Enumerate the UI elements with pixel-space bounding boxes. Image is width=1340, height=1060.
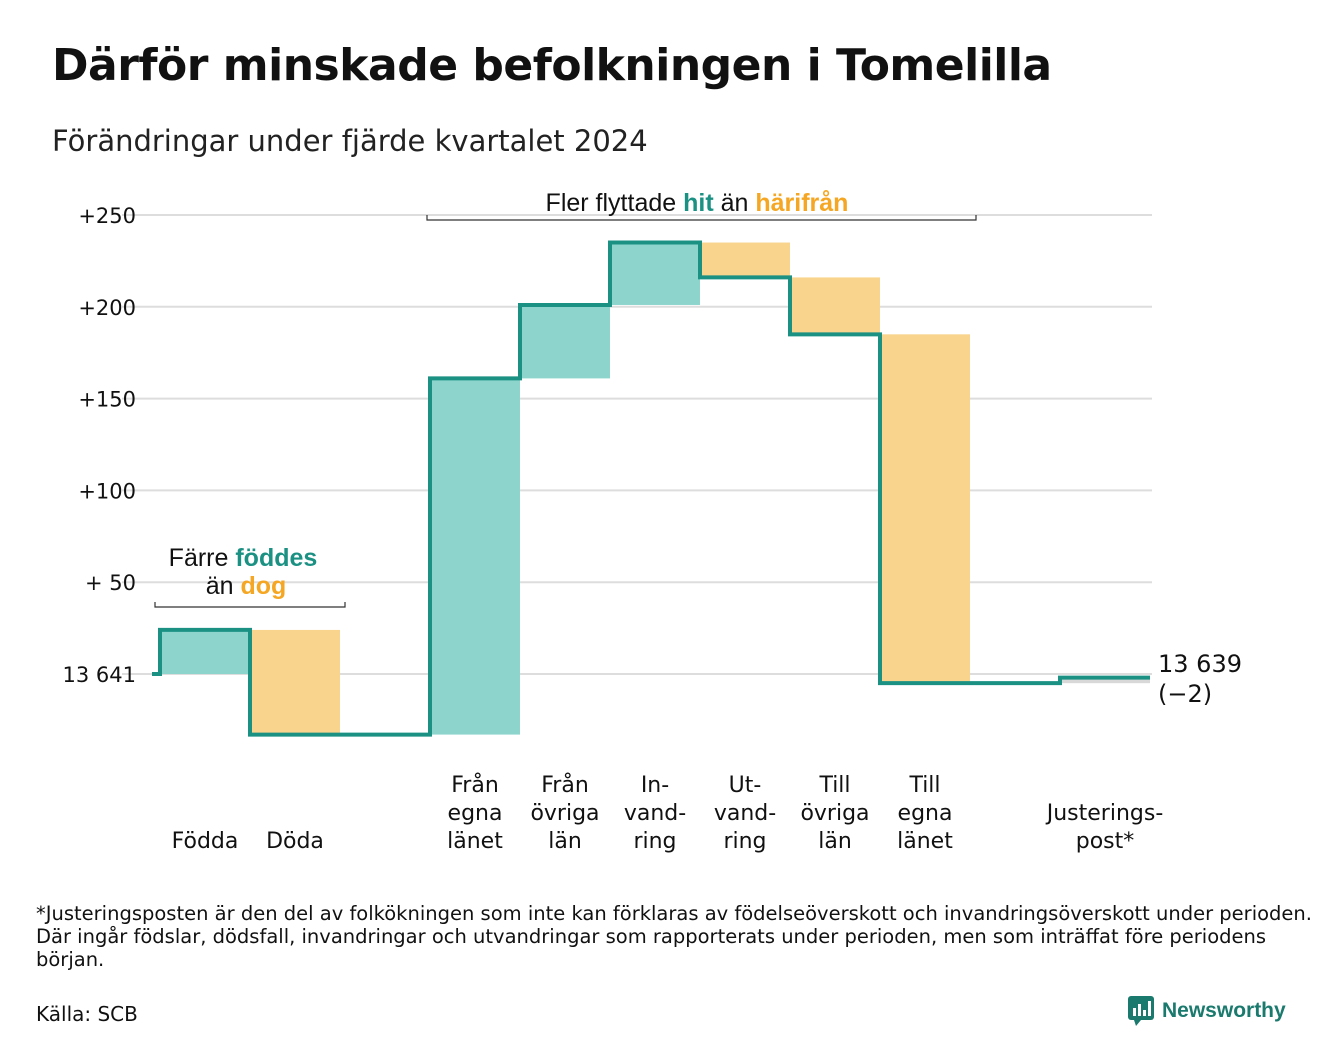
category-label: Från — [541, 772, 589, 798]
category-label: län — [548, 829, 582, 854]
category-label: vand- — [714, 801, 776, 826]
annotation-highlight-orange: härifrån — [755, 189, 848, 217]
brand-name: Newsworthy — [1162, 999, 1286, 1022]
category-label: Döda — [266, 829, 324, 854]
population-step-line — [152, 240, 1150, 737]
y-tick-label: +150 — [78, 388, 136, 412]
bar-in — [430, 378, 520, 735]
category-label: egna — [898, 801, 953, 826]
moves-bracket — [426, 215, 977, 221]
end-value-label: (−2) — [1158, 680, 1212, 708]
category-label: Till — [818, 773, 850, 798]
category-label: Från — [451, 772, 499, 798]
annotation-highlight-orange: dog — [240, 572, 286, 600]
source-credit: Källa: SCB — [36, 1002, 138, 1026]
y-tick-label: +200 — [78, 296, 136, 320]
category-label: ring — [633, 829, 676, 854]
category-label: ring — [723, 829, 766, 854]
category-label: egna — [448, 801, 503, 826]
chart-subtitle: Förändringar under fjärde kvartalet 2024 — [52, 124, 648, 158]
waterfall-chart: +250 +200 +150 +100 + 50 13 641 Födda Döda Från… — [63, 189, 1242, 854]
bar-in — [160, 629, 250, 674]
y-tick-label: + 50 — [85, 571, 136, 595]
bar-adjust — [1060, 677, 1150, 684]
y-tick-label: +100 — [78, 479, 136, 503]
moves-annotation: Fler flyttade hit än härifrån — [546, 189, 849, 217]
annotation-highlight-teal: föddes — [235, 544, 317, 572]
annotation-text: än — [206, 572, 241, 600]
category-label: Justerings- — [1045, 801, 1164, 826]
end-value-label: 13 639 — [1158, 650, 1242, 678]
category-label: Ut- — [729, 773, 762, 798]
category-label: Födda — [172, 829, 239, 854]
footnote: *Justeringsposten är den del av folkökni… — [36, 902, 1312, 971]
category-label: länet — [447, 829, 503, 854]
births-bracket — [154, 602, 346, 608]
category-label: Till — [908, 773, 940, 798]
category-label: län — [818, 829, 852, 854]
category-label: länet — [897, 829, 953, 854]
bar-in — [610, 242, 700, 305]
annotation-highlight-teal: hit — [683, 189, 714, 217]
category-label: övriga — [530, 801, 599, 826]
step-line — [152, 240, 1150, 737]
bars — [160, 242, 1150, 735]
category-label: In- — [641, 773, 669, 798]
annotation-text: Färre — [169, 544, 236, 572]
bar-out — [880, 334, 970, 684]
x-axis-labels: Födda Döda Från egna länet Från övriga län In-va… — [172, 772, 1164, 854]
births-annotation-line2: än dog — [206, 572, 287, 600]
y-tick-label: +250 — [78, 204, 136, 228]
brand-logo: Newsworthy — [1128, 996, 1286, 1026]
annotation-text: än — [714, 189, 756, 217]
bar-out — [250, 629, 340, 735]
bar-chart-speech-icon — [1128, 996, 1154, 1026]
bar-in — [520, 304, 610, 379]
chart-title: Därför minskade befolkningen i Tomelilla — [52, 40, 1052, 91]
bar-out — [790, 277, 880, 335]
category-label: post* — [1076, 829, 1135, 854]
bar-out — [700, 242, 790, 278]
y-axis-ticks: +250 +200 +150 +100 + 50 13 641 — [63, 204, 136, 687]
category-label: övriga — [800, 801, 869, 826]
y-tick-label: 13 641 — [63, 663, 136, 687]
category-label: vand- — [624, 801, 686, 826]
annotation-text: Fler flyttade — [546, 189, 684, 217]
births-annotation-line1: Färre föddes — [169, 544, 318, 572]
